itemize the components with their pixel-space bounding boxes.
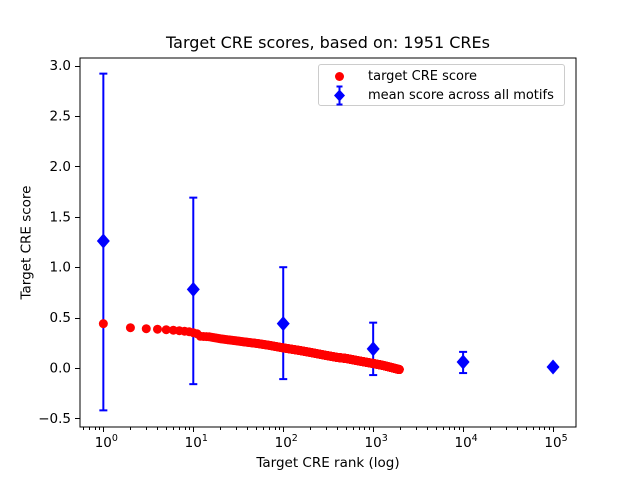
legend-item-mean-score: mean score across all motifs bbox=[319, 85, 564, 106]
blue-diamond-errorbar-marker-icon bbox=[334, 85, 345, 106]
target-score-point bbox=[98, 319, 108, 329]
x-tick-label: 100 bbox=[95, 433, 118, 451]
y-tick-label: 1.0 bbox=[50, 260, 71, 276]
y-tick-label: 1.5 bbox=[50, 209, 71, 225]
axes-spines bbox=[79, 57, 577, 428]
x-tick-label: 101 bbox=[185, 433, 208, 451]
y-tick-label: 2.5 bbox=[50, 108, 71, 124]
target-score-point bbox=[125, 323, 135, 333]
target-score-point bbox=[141, 324, 151, 334]
x-axis-label: Target CRE rank (log) bbox=[256, 455, 400, 471]
y-tick-label: 0.5 bbox=[50, 310, 71, 326]
y-axis-label: Target CRE score bbox=[18, 185, 35, 300]
target-score-point bbox=[161, 325, 171, 335]
mean-diamond-marker bbox=[366, 341, 380, 357]
x-tick-label: 103 bbox=[365, 433, 388, 451]
mean-diamond-marker bbox=[546, 359, 560, 375]
legend-marker-cell bbox=[319, 85, 360, 106]
y-tick-label: 3.0 bbox=[50, 58, 71, 74]
x-tick-label: 105 bbox=[544, 433, 567, 451]
red-circle-marker-icon bbox=[335, 72, 344, 81]
mean-diamond-marker bbox=[96, 233, 110, 249]
target-score-point bbox=[394, 365, 404, 375]
mean-diamond-marker bbox=[456, 354, 470, 370]
legend-label-target-score: target CRE score bbox=[368, 69, 478, 84]
legend: target CRE score mean score across all m… bbox=[318, 64, 565, 106]
y-tick-label: −0.5 bbox=[38, 411, 71, 427]
legend-marker-cell bbox=[319, 72, 360, 81]
legend-label-mean-score: mean score across all motifs bbox=[368, 88, 554, 103]
mean-diamond-marker bbox=[276, 316, 290, 332]
x-tick-label: 102 bbox=[275, 433, 298, 451]
y-tick-label: 0.0 bbox=[50, 361, 71, 377]
y-tick-label: 2.0 bbox=[50, 159, 71, 175]
mean-diamond-marker bbox=[186, 281, 200, 297]
chart-title: Target CRE scores, based on: 1951 CREs bbox=[166, 33, 490, 52]
x-tick-label: 104 bbox=[454, 433, 477, 451]
target-score-point bbox=[152, 324, 162, 334]
legend-item-target-score: target CRE score bbox=[319, 67, 564, 86]
